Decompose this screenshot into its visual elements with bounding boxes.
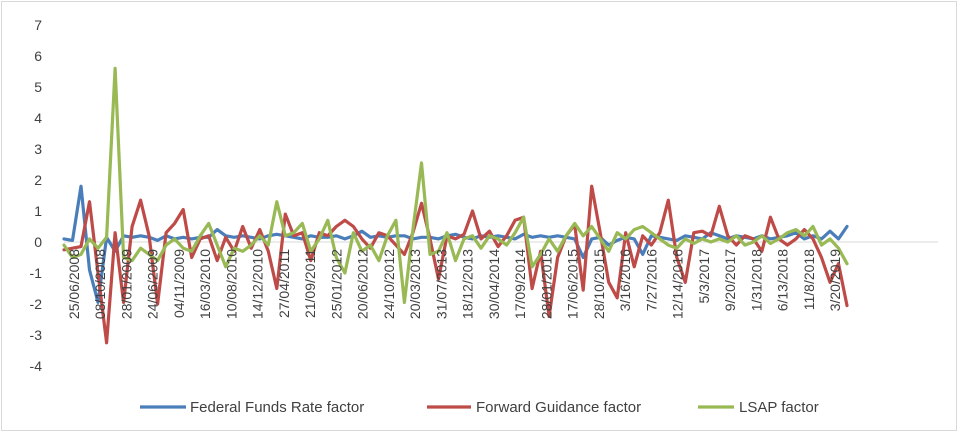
- y-tick-label: 3: [34, 141, 42, 157]
- series-line-2: [62, 66, 849, 304]
- x-tick-label: 21/09/2011: [302, 249, 318, 318]
- x-tick-label: 11/8/2018: [801, 249, 817, 310]
- x-tick-label: 25/06/2008: [66, 249, 82, 319]
- x-tick-label: 28/01/2015: [538, 249, 554, 319]
- legend-label-2: LSAP factor: [739, 399, 819, 416]
- x-tick-label: 28/01/2009: [119, 249, 135, 319]
- legend-label-1: Forward Guidance factor: [476, 399, 641, 416]
- x-tick-label: 5/3/2017: [696, 249, 712, 304]
- x-tick-label: 25/01/2012: [328, 249, 344, 319]
- x-tick-label: 17/09/2014: [512, 249, 528, 319]
- x-tick-label: 6/13/2018: [775, 249, 791, 311]
- x-tick-label: 7/27/2016: [643, 249, 659, 311]
- legend-label-0: Federal Funds Rate factor: [190, 399, 364, 416]
- x-tick-label: 17/06/2015: [565, 249, 581, 319]
- series-lines: [62, 66, 849, 345]
- x-axis-ticks: 25/06/2008 08/10/2008 28/01/2009 24/06/2009…: [66, 249, 843, 319]
- x-tick-label: 18/12/2013: [460, 249, 476, 319]
- x-tick-label: 3/16/2016: [617, 249, 633, 311]
- x-tick-label: 10/08/2010: [223, 249, 239, 319]
- x-tick-label: 14/12/2010: [250, 249, 266, 319]
- series-line-0: [62, 184, 849, 304]
- x-tick-label: 16/03/2010: [197, 249, 213, 319]
- series-line-1: [62, 184, 849, 345]
- x-tick-label: 24/06/2009: [145, 249, 161, 319]
- x-tick-label: 20/06/2012: [355, 249, 371, 319]
- x-tick-label: 3/20/2019: [827, 249, 843, 311]
- y-tick-label: 7: [34, 17, 42, 33]
- y-tick-label: 2: [34, 172, 42, 188]
- x-tick-label: 1/31/2018: [748, 249, 764, 311]
- legend: Federal Funds Rate factor Forward Guidanc…: [140, 399, 819, 416]
- x-tick-label: 24/10/2012: [381, 249, 397, 319]
- y-tick-label: 1: [34, 203, 42, 219]
- y-tick-label: -3: [30, 327, 43, 343]
- y-tick-label: 4: [34, 110, 42, 126]
- x-tick-label: 08/10/2008: [92, 249, 108, 319]
- y-tick-label: -2: [30, 296, 43, 312]
- x-tick-label: 12/14/2016: [670, 249, 686, 319]
- x-tick-label: 9/20/2017: [722, 249, 738, 311]
- y-tick-label: 6: [34, 48, 42, 64]
- x-tick-label: 28/10/2015: [591, 249, 607, 319]
- x-tick-label: 27/04/2011: [276, 249, 292, 318]
- y-tick-label: 5: [34, 79, 42, 95]
- y-tick-label: -4: [30, 358, 43, 374]
- x-tick-label: 31/07/2013: [433, 249, 449, 319]
- x-tick-label: 20/03/2013: [407, 249, 423, 319]
- y-tick-label: -1: [30, 265, 43, 281]
- y-axis-ticks: -4 -3 -2 -1 0 1 2 3 4 5 6 7: [30, 17, 43, 374]
- x-tick-label: 30/04/2014: [486, 249, 502, 319]
- y-tick-label: 0: [34, 234, 42, 250]
- x-tick-label: 04/11/2009: [171, 249, 187, 318]
